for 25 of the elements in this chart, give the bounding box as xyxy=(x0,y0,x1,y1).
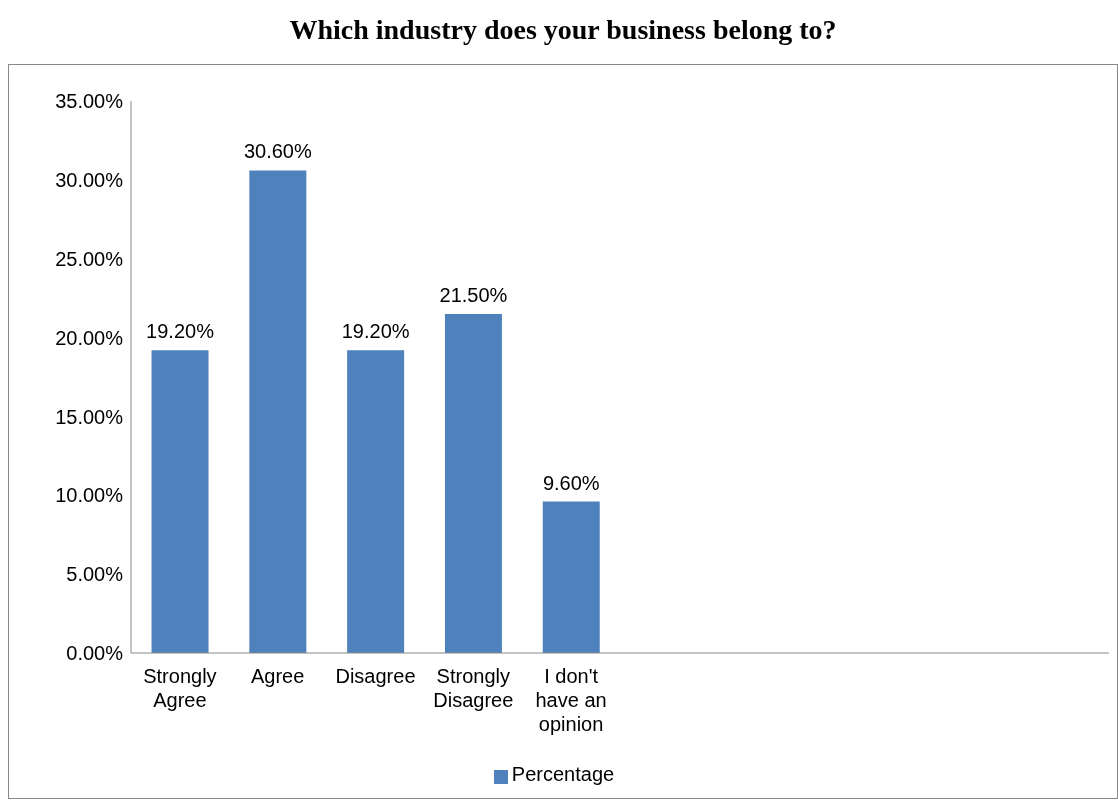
y-tick-label: 20.00% xyxy=(55,326,124,349)
bar xyxy=(444,313,502,653)
bar xyxy=(249,170,307,653)
bar xyxy=(151,350,209,653)
y-tick-label: 35.00% xyxy=(55,90,124,113)
x-tick-label: Strongly Agree xyxy=(143,665,217,712)
data-label: 9.60% xyxy=(542,471,600,494)
legend-label: Percentage xyxy=(511,763,615,785)
bar xyxy=(542,501,600,653)
data-label: 19.20% xyxy=(341,320,410,343)
data-label: 19.20% xyxy=(146,320,215,343)
y-tick-label: 15.00% xyxy=(55,405,124,428)
chart-title: Which industry does your business belong to? xyxy=(288,13,838,47)
y-tick-label: 30.00% xyxy=(55,168,124,191)
x-tick-label: Agree xyxy=(251,665,305,688)
x-tick-label: Disagree xyxy=(335,665,416,688)
x-tick-label: I don't have an opinion xyxy=(535,665,607,736)
y-tick-label: 10.00% xyxy=(55,484,124,507)
y-tick-label: 5.00% xyxy=(66,563,124,586)
bar xyxy=(347,350,405,653)
y-tick-label: 25.00% xyxy=(55,247,124,270)
data-label: 30.60% xyxy=(243,140,312,163)
data-label: 21.50% xyxy=(439,283,508,306)
x-tick-label: Strongly Disagree xyxy=(433,665,514,712)
y-tick-label: 0.00% xyxy=(66,642,124,665)
